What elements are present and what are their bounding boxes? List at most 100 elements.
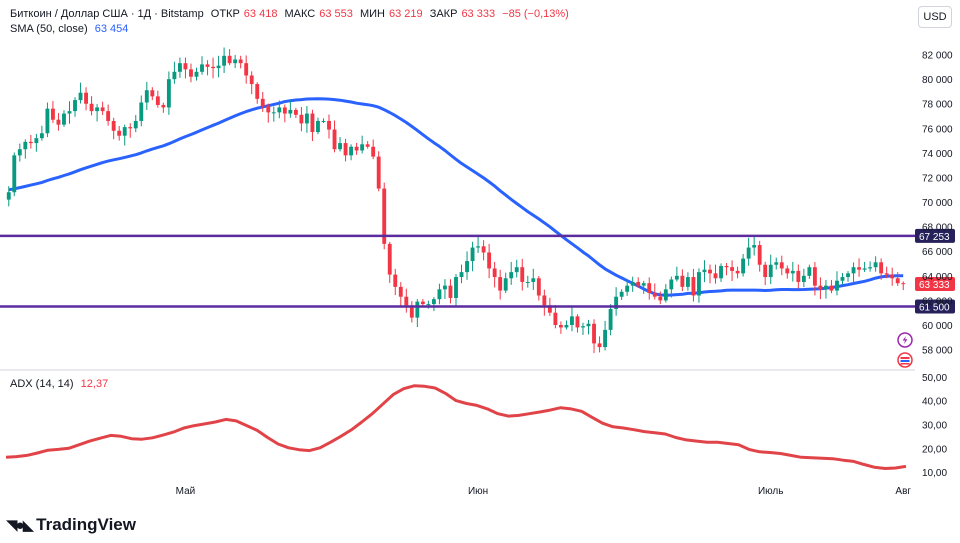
candle[interactable] — [332, 120, 337, 153]
candle[interactable] — [641, 280, 646, 294]
candle[interactable] — [387, 241, 392, 283]
candle[interactable] — [636, 277, 641, 288]
candle[interactable] — [260, 91, 265, 112]
candle[interactable] — [205, 60, 210, 76]
candle[interactable] — [299, 106, 304, 132]
candle[interactable] — [200, 56, 204, 75]
candle[interactable] — [785, 265, 790, 279]
candle[interactable] — [172, 61, 177, 84]
candle[interactable] — [724, 262, 729, 276]
candle[interactable] — [106, 104, 111, 126]
candle[interactable] — [752, 236, 757, 256]
candle[interactable] — [17, 143, 22, 162]
candle[interactable] — [454, 274, 458, 308]
candle[interactable] — [857, 258, 861, 277]
candle[interactable] — [23, 139, 28, 159]
candle[interactable] — [211, 57, 215, 79]
candle[interactable] — [282, 104, 287, 123]
candle[interactable] — [56, 113, 61, 131]
candle[interactable] — [746, 237, 751, 266]
candle[interactable] — [503, 272, 508, 294]
candle[interactable] — [189, 63, 193, 83]
candle[interactable] — [741, 254, 746, 277]
candle[interactable] — [730, 260, 735, 282]
candle[interactable] — [812, 262, 817, 296]
candle[interactable] — [652, 283, 657, 300]
candle[interactable] — [702, 260, 707, 283]
candle[interactable] — [194, 67, 199, 81]
candle[interactable] — [6, 186, 11, 207]
candle[interactable] — [669, 276, 674, 298]
candle[interactable] — [338, 136, 342, 152]
candle[interactable] — [448, 279, 453, 304]
candle[interactable] — [901, 281, 906, 291]
candle[interactable] — [222, 47, 227, 73]
candle[interactable] — [558, 321, 563, 334]
candle[interactable] — [78, 82, 83, 104]
candle[interactable] — [846, 271, 850, 282]
candle[interactable] — [586, 319, 591, 335]
candle[interactable] — [895, 272, 900, 286]
candle[interactable] — [360, 135, 365, 154]
candle[interactable] — [492, 261, 497, 288]
candle[interactable] — [735, 266, 740, 279]
candle[interactable] — [288, 100, 293, 118]
candle[interactable] — [155, 90, 160, 108]
candle[interactable] — [481, 240, 486, 261]
candle[interactable] — [890, 267, 895, 286]
candle[interactable] — [614, 287, 619, 316]
candle[interactable] — [271, 106, 276, 122]
candle[interactable] — [774, 257, 779, 270]
adx-pane[interactable] — [5, 384, 907, 470]
candle[interactable] — [354, 142, 359, 155]
candle[interactable] — [514, 259, 519, 278]
candle[interactable] — [89, 96, 94, 116]
adx-label[interactable]: ADX (14, 14) — [10, 378, 74, 390]
candle[interactable] — [183, 57, 188, 79]
price-axis[interactable]: 58 000 60 000 62 000 64 000 66 000 68 000 70 0… — [922, 51, 953, 357]
candle[interactable] — [807, 264, 812, 279]
candle[interactable] — [674, 266, 679, 282]
sma-label[interactable]: SMA (50, close) — [10, 23, 88, 35]
candle[interactable] — [520, 258, 525, 291]
candle[interactable] — [117, 125, 122, 141]
candle[interactable] — [404, 288, 409, 313]
candle[interactable] — [343, 138, 348, 162]
candle[interactable] — [100, 101, 105, 115]
candle[interactable] — [409, 301, 414, 323]
candle[interactable] — [465, 251, 469, 280]
candle[interactable] — [608, 304, 613, 336]
candle[interactable] — [581, 322, 585, 335]
candle[interactable] — [564, 320, 569, 330]
candle[interactable] — [293, 107, 298, 118]
candle[interactable] — [697, 268, 701, 303]
candle[interactable] — [873, 256, 878, 272]
candle[interactable] — [216, 55, 221, 78]
candle[interactable] — [255, 82, 260, 104]
candle[interactable] — [51, 101, 55, 123]
candle[interactable] — [487, 243, 492, 279]
main-chart-pane[interactable]: 67 253 61 500 63 333 — [0, 47, 955, 354]
candle[interactable] — [525, 275, 530, 288]
candle[interactable] — [393, 268, 398, 296]
candle[interactable] — [415, 299, 420, 328]
candle[interactable] — [680, 269, 685, 292]
candle[interactable] — [570, 306, 574, 332]
adx-axis[interactable]: 10,00 20,00 30,00 40,00 50,00 — [922, 373, 947, 479]
candle[interactable] — [128, 123, 133, 138]
candle[interactable] — [647, 277, 652, 300]
candle[interactable] — [431, 297, 436, 312]
candle[interactable] — [266, 103, 271, 123]
candle[interactable] — [575, 314, 580, 333]
candle[interactable] — [835, 271, 839, 296]
candle[interactable] — [768, 254, 773, 285]
candle[interactable] — [420, 299, 425, 307]
candle[interactable] — [818, 277, 823, 300]
adx-line[interactable] — [5, 384, 907, 470]
candle[interactable] — [757, 240, 762, 272]
candle[interactable] — [150, 87, 155, 101]
candle[interactable] — [327, 114, 331, 139]
candle[interactable] — [553, 305, 558, 329]
candle[interactable] — [34, 133, 39, 152]
